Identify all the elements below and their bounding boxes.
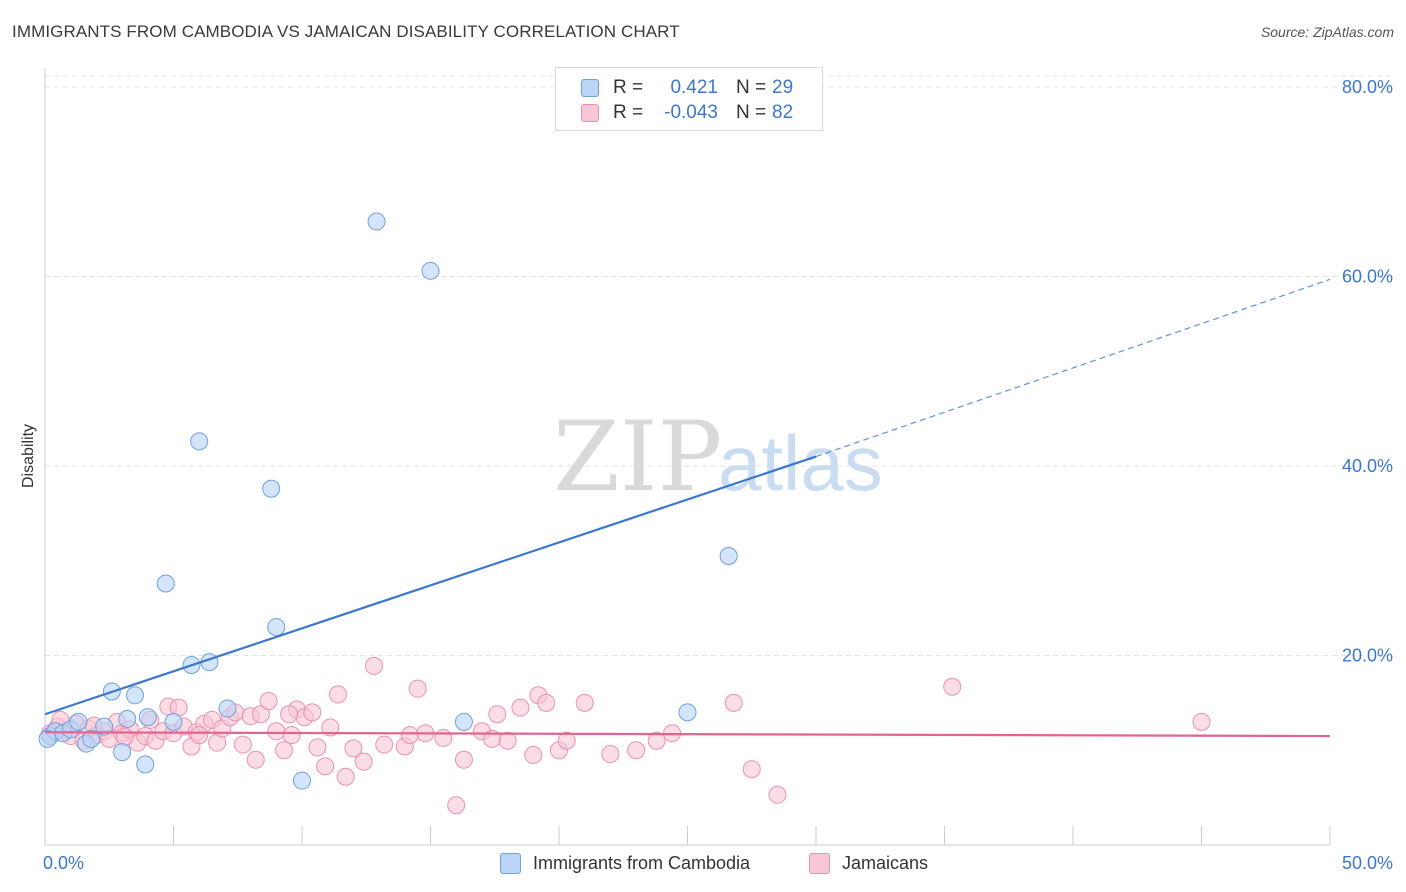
jamaicans-point bbox=[601, 745, 620, 764]
stats-r-value: -0.043 bbox=[664, 102, 718, 123]
cambodia-point bbox=[267, 618, 286, 637]
jamaicans-point bbox=[647, 731, 666, 750]
cambodia-trend-extension bbox=[815, 278, 1331, 458]
jamaicans-point bbox=[190, 726, 209, 745]
jamaicans-point bbox=[328, 685, 347, 704]
stats-n-value: 82 bbox=[772, 102, 794, 123]
cambodia-point bbox=[678, 703, 697, 722]
jamaicans-point bbox=[1192, 712, 1211, 731]
cambodia-point bbox=[218, 699, 237, 718]
jamaicans-point bbox=[742, 760, 761, 779]
axes bbox=[44, 68, 1331, 846]
y-axis-title: Disability bbox=[20, 424, 37, 488]
trend-lines bbox=[44, 278, 1331, 738]
jamaicans-point bbox=[524, 745, 543, 764]
jamaicans-point bbox=[434, 728, 453, 747]
stats-r-label: R = bbox=[613, 77, 644, 98]
cambodia-point bbox=[719, 547, 738, 566]
tick-labels: 20.0% 40.0% 60.0% 80.0% 0.0% 50.0% bbox=[43, 77, 1393, 873]
jamaicans-point bbox=[537, 693, 556, 712]
cambodia-point bbox=[293, 771, 311, 790]
watermark-zip: ZIP bbox=[553, 401, 722, 513]
jamaicans-point bbox=[316, 757, 335, 776]
jamaicans-point bbox=[627, 741, 646, 760]
legend-swatch-jamaicans bbox=[809, 853, 830, 874]
cambodia-point bbox=[262, 479, 281, 498]
jamaicans-point bbox=[251, 705, 270, 724]
jamaicans-point bbox=[336, 767, 355, 786]
jamaicans-point bbox=[303, 703, 322, 722]
stats-row-jamaicans: R = -0.043 N = 82 bbox=[556, 101, 822, 127]
gridlines bbox=[45, 75, 1393, 656]
jamaicans-point bbox=[400, 726, 419, 745]
stats-box: R = 0.421 N = 29 R = -0.043 N = 82 bbox=[555, 67, 823, 131]
jamaicans-point bbox=[344, 739, 363, 758]
jamaicans-point bbox=[408, 679, 427, 698]
jamaicans-point bbox=[280, 705, 299, 724]
legend-swatch-cambodia bbox=[500, 853, 521, 874]
legend: Immigrants from Cambodia Jamaicans bbox=[0, 851, 1406, 877]
jamaicans-point bbox=[724, 693, 743, 712]
x-tick-label-max: 50.0% bbox=[1342, 853, 1393, 873]
cambodia-point bbox=[136, 755, 155, 774]
y-tick-label: 20.0% bbox=[1342, 646, 1393, 666]
jamaicans-point bbox=[246, 750, 265, 769]
legend-label-jamaicans: Jamaicans bbox=[842, 853, 929, 873]
cambodia-point bbox=[164, 712, 183, 731]
jamaicans-point bbox=[233, 735, 252, 754]
cambodia-point bbox=[38, 729, 57, 748]
jamaicans-point bbox=[454, 750, 473, 769]
stats-n-label: N = bbox=[736, 102, 767, 123]
jamaicans-point bbox=[321, 718, 340, 737]
legend-label-cambodia: Immigrants from Cambodia bbox=[533, 853, 751, 873]
jamaicans-point bbox=[282, 726, 301, 745]
stats-n-value: 29 bbox=[772, 77, 794, 98]
jamaicans-point bbox=[115, 727, 134, 746]
cambodia-point bbox=[454, 712, 473, 731]
chart-title: IMMIGRANTS FROM CAMBODIA VS JAMAICAN DIS… bbox=[12, 22, 680, 41]
jamaicans-point bbox=[943, 677, 962, 696]
cambodia-trend-line bbox=[44, 455, 817, 716]
cambodia-point bbox=[138, 708, 157, 727]
jamaicans-point bbox=[275, 741, 294, 760]
x-tick-label-min: 0.0% bbox=[43, 853, 84, 873]
cambodia-point bbox=[113, 743, 132, 762]
jamaicans-point bbox=[375, 735, 394, 754]
jamaicans-point bbox=[364, 656, 383, 675]
jamaicans-point bbox=[354, 752, 373, 771]
cambodia-point bbox=[190, 432, 209, 451]
jamaicans-point bbox=[557, 731, 576, 750]
cambodia-point bbox=[156, 574, 175, 593]
jamaicans-point bbox=[447, 796, 466, 815]
jamaicans-point bbox=[498, 731, 517, 750]
y-tick-label: 40.0% bbox=[1342, 456, 1393, 476]
cambodia-point bbox=[421, 261, 440, 280]
stats-row-cambodia: R = 0.421 N = 29 bbox=[556, 76, 822, 102]
watermark-atlas: atlas bbox=[718, 419, 883, 507]
cambodia-point bbox=[82, 729, 101, 748]
cambodia-point bbox=[367, 212, 386, 231]
cambodia-point bbox=[69, 712, 88, 731]
stats-swatch-jamaicans bbox=[581, 104, 599, 122]
cambodia-point bbox=[95, 717, 114, 736]
stats-swatch-cambodia bbox=[581, 79, 599, 97]
jamaicans-trend-line bbox=[44, 731, 1331, 738]
cambodia-point bbox=[125, 686, 144, 705]
jamaicans-point bbox=[259, 691, 278, 710]
jamaicans-point bbox=[768, 785, 787, 804]
stats-n-label: N = bbox=[736, 77, 767, 98]
jamaicans-point bbox=[575, 693, 594, 712]
data-points bbox=[38, 212, 1211, 815]
cambodia-point bbox=[118, 709, 137, 728]
y-tick-label: 60.0% bbox=[1342, 267, 1393, 287]
chart-source: Source: ZipAtlas.com bbox=[1260, 24, 1394, 40]
jamaicans-point bbox=[267, 722, 286, 741]
jamaicans-point bbox=[308, 738, 327, 757]
stats-r-label: R = bbox=[613, 102, 644, 123]
jamaicans-point bbox=[511, 698, 530, 717]
stats-r-value: 0.421 bbox=[670, 77, 718, 98]
jamaicans-point bbox=[488, 705, 507, 724]
y-tick-label: 80.0% bbox=[1342, 77, 1393, 97]
